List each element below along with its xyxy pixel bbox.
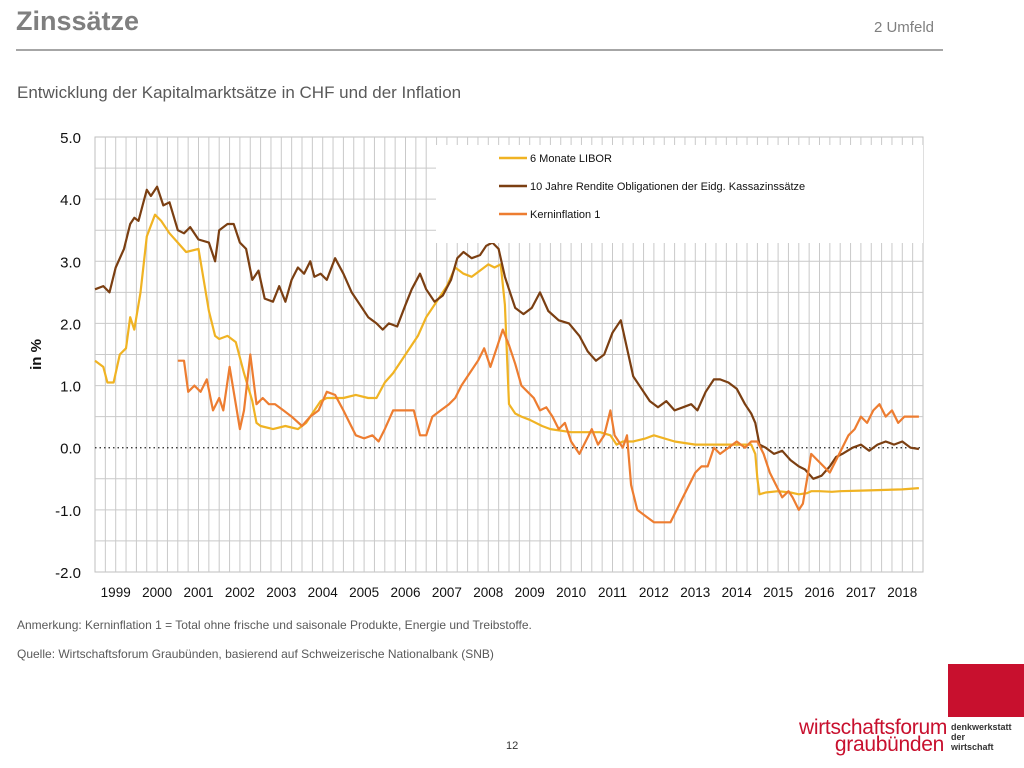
chart-legend: 6 Monate LIBOR 10 Jahre Rendite Obligatio… <box>436 145 923 243</box>
title-divider <box>16 49 943 51</box>
x-tick-label: 2006 <box>390 585 420 600</box>
remark-note: Anmerkung: Kerninflation 1 = Total ohne … <box>17 618 532 632</box>
logo-tagline-1: denkwerkstatt <box>951 722 1012 732</box>
chart-subtitle: Entwicklung der Kapitalmarktsätze in CHF… <box>17 83 462 102</box>
logo-tagline-3: wirtschaft <box>951 742 994 752</box>
y-tick-label: 4.0 <box>60 192 81 209</box>
y-axis-label: in % <box>28 339 45 370</box>
x-tick-label: 2015 <box>763 585 793 600</box>
x-tick-label: 2012 <box>639 585 669 600</box>
x-tick-label: 2001 <box>183 585 213 600</box>
x-tick-label: 2017 <box>846 585 876 600</box>
x-tick-label: 2018 <box>887 585 917 600</box>
section-label: 2 Umfeld <box>873 19 934 36</box>
x-tick-label: 2000 <box>142 585 172 600</box>
y-tick-label: 0.0 <box>60 441 81 458</box>
line-chart: 5.0 4.0 3.0 2.0 1.0 0.0 -1.0 -2.0 in % 1999 2000 20… <box>28 130 924 600</box>
chart-series <box>94 185 920 524</box>
x-tick-label: 2008 <box>473 585 503 600</box>
x-tick-label: 2007 <box>432 585 462 600</box>
x-tick-label: 2002 <box>225 585 255 600</box>
x-tick-label: 2013 <box>680 585 710 600</box>
logo-tagline: denkwerkstatt der wirtschaft <box>951 722 1012 752</box>
x-tick-label: 2014 <box>722 585 753 600</box>
y-tick-label: 2.0 <box>60 316 81 333</box>
y-tick-label: -2.0 <box>55 565 81 582</box>
source-note: Quelle: Wirtschaftsforum Graubünden, bas… <box>17 647 494 661</box>
logo-line-1: wirtschaftsforum <box>799 716 948 739</box>
logo-square <box>948 664 1024 717</box>
series-line <box>94 185 920 480</box>
legend-label: 10 Jahre Rendite Obligationen der Eidg. … <box>530 181 805 193</box>
y-tick-label: -1.0 <box>55 503 81 520</box>
logo-wordmark: wirtschaftsforum graubünden <box>799 716 948 756</box>
chart-axes: 5.0 4.0 3.0 2.0 1.0 0.0 -1.0 -2.0 in % 1999 2000 20… <box>28 130 923 600</box>
x-tick-label: 2010 <box>556 585 586 600</box>
x-tick-label: 1999 <box>101 585 131 600</box>
y-tick-label: 5.0 <box>60 130 81 147</box>
x-tick-label: 2004 <box>308 585 339 600</box>
x-tick-label: 2003 <box>266 585 296 600</box>
x-tick-label: 2009 <box>515 585 545 600</box>
x-tick-label: 2016 <box>804 585 834 600</box>
y-tick-label: 3.0 <box>60 254 81 271</box>
y-tick-label: 1.0 <box>60 379 81 396</box>
logo-tagline-2: der <box>951 732 966 742</box>
legend-label: Kerninflation 1 <box>530 209 600 221</box>
x-tick-label: 2011 <box>598 585 627 600</box>
x-tick-label: 2005 <box>349 585 379 600</box>
page-title: Zinssätze <box>16 6 140 36</box>
legend-label: 6 Monate LIBOR <box>530 153 612 165</box>
page-number: 12 <box>506 740 519 752</box>
series-line <box>177 328 919 524</box>
legend-box <box>436 145 923 243</box>
logo-line-2: graubünden <box>834 733 944 756</box>
